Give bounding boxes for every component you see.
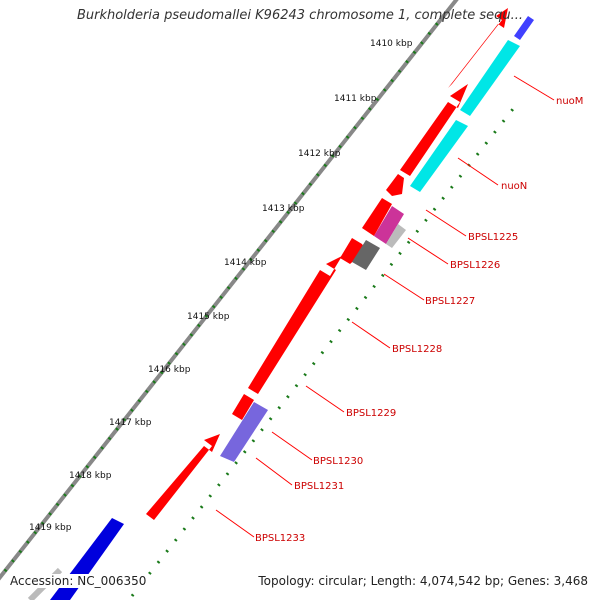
map-title: Burkholderia pseudomallei K96243 chromos… [76, 8, 524, 23]
leader-line [215, 509, 255, 538]
gene-arrow-BPSL1226[interactable] [340, 238, 366, 264]
kbp-tick-label: 1419 kbp [29, 523, 72, 533]
kbp-tick-label: 1414 kbp [224, 258, 267, 268]
kbp-tick-label: 1415 kbp [187, 312, 230, 322]
gene-arrow-nuoL[interactable] [448, 8, 508, 88]
leader-line [407, 237, 449, 265]
inner-tick-track [130, 99, 522, 597]
gene-label[interactable]: BPSL1227 [425, 296, 475, 307]
gene-arrow-small[interactable] [386, 174, 404, 196]
leader-line [425, 209, 467, 237]
gene-label[interactable]: BPSL1228 [392, 344, 442, 355]
gene-arrow-cyan-2[interactable] [410, 120, 468, 192]
kbp-tick-label: 1416 kbp [148, 365, 191, 375]
kbp-tick-labels: 1410 kbp 1411 kbp 1412 kbp 1413 kbp 1414… [29, 39, 413, 533]
leader-line [457, 157, 499, 186]
leader-line [271, 431, 313, 461]
leader-line [513, 75, 555, 101]
kbp-tick-label: 1418 kbp [69, 471, 112, 481]
kbp-tick-label: 1411 kbp [334, 94, 377, 104]
gene-arrow-blue-top[interactable] [514, 16, 534, 40]
gene-arrow-BPSL1230-purple[interactable] [220, 402, 268, 462]
gene-label[interactable]: BPSL1229 [346, 408, 396, 419]
gene-label[interactable]: BPSL1230 [313, 456, 363, 467]
kbp-tick-label: 1410 kbp [370, 39, 413, 49]
kbp-tick-label: 1413 kbp [262, 204, 305, 214]
gene-arrow-BPSL1229[interactable] [232, 394, 254, 420]
gene-label[interactable]: BPSL1231 [294, 481, 344, 492]
leader-line [255, 457, 293, 486]
gene-arrow-BPSL1225[interactable] [362, 198, 392, 236]
gene-arrow-nuoN-cyan[interactable] [460, 40, 520, 116]
kbp-tick-label: 1412 kbp [298, 149, 341, 159]
gene-arrow-BPSL1228[interactable] [248, 256, 342, 394]
topology-summary: Topology: circular; Length: 4,074,542 bp… [256, 574, 590, 588]
leader-line [383, 273, 425, 301]
gene-label[interactable]: nuoM [556, 96, 583, 107]
gene-arrow-BPSL1227-gray[interactable] [352, 240, 380, 270]
gene-label[interactable]: BPSL1225 [468, 232, 518, 243]
reverse-strand-genes [410, 16, 534, 192]
gene-arrow-nuoM[interactable] [400, 84, 468, 176]
leader-line [351, 321, 391, 349]
gene-label-leaders [215, 75, 555, 538]
gene-labels: nuoM nuoN BPSL1225 BPSL1226 BPSL1227 BPS… [255, 96, 583, 544]
accession-label: Accession: NC_006350 [8, 574, 149, 588]
gene-label[interactable]: nuoN [501, 181, 527, 192]
leader-line [305, 385, 345, 413]
gene-arrow-BPSL1233[interactable] [146, 434, 220, 520]
chromosome-backbone [0, 0, 459, 581]
gene-label[interactable]: BPSL1226 [450, 260, 500, 271]
gene-arrow-BPSL1226-magenta[interactable] [374, 206, 404, 244]
gene-label[interactable]: BPSL1233 [255, 533, 305, 544]
kbp-tick-label: 1417 kbp [109, 418, 152, 428]
outer-tick-track [0, 19, 442, 580]
forward-strand-genes [146, 8, 508, 520]
gene-arrow-gray-small[interactable] [386, 224, 406, 248]
